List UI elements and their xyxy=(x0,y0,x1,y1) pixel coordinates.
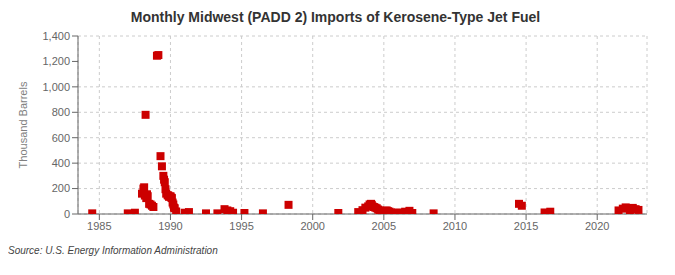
svg-text:1990: 1990 xyxy=(158,220,182,232)
svg-text:1985: 1985 xyxy=(87,220,111,232)
svg-text:2015: 2015 xyxy=(514,220,538,232)
svg-text:2020: 2020 xyxy=(585,220,609,232)
svg-text:200: 200 xyxy=(52,182,70,194)
svg-text:400: 400 xyxy=(52,157,70,169)
html-text:Source: U.S. Energy Informatio: Source: U.S. Energy Information Administ… xyxy=(8,245,218,256)
svg-text:1,000: 1,000 xyxy=(42,81,70,93)
svg-text:800: 800 xyxy=(52,106,70,118)
svg-text:0: 0 xyxy=(64,208,70,220)
html-text:Monthly Midwest (PADD 2) Impor: Monthly Midwest (PADD 2) Imports of Kero… xyxy=(130,9,541,25)
svg-text:1,200: 1,200 xyxy=(42,55,70,67)
svg-text:Thousand Barrels: Thousand Barrels xyxy=(17,81,29,168)
svg-text:600: 600 xyxy=(52,132,70,144)
svg-text:2010: 2010 xyxy=(443,220,467,232)
svg-text:1,400: 1,400 xyxy=(42,30,70,42)
svg-text:2000: 2000 xyxy=(300,220,324,232)
svg-text:1995: 1995 xyxy=(229,220,253,232)
svg-text:2005: 2005 xyxy=(372,220,396,232)
